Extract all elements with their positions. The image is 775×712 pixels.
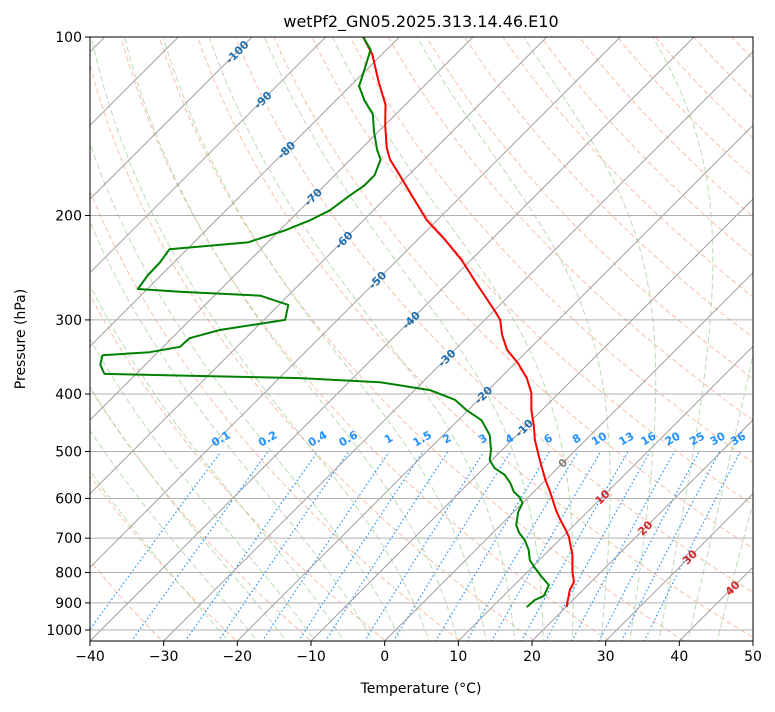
mixing-ratio-label: 2 (440, 431, 453, 446)
mixing-ratio-label: 0.1 (209, 428, 232, 449)
y-tick-label: 400 (55, 387, 82, 403)
moist-adiabat (209, 37, 515, 645)
mixing-ratio-label: 1.5 (411, 428, 434, 449)
moist-adiabat (417, 37, 610, 645)
isotherm-label: -90 (251, 88, 274, 111)
isotherm-line (12, 24, 633, 645)
chart-title: wetPf2_GN05.2025.313.14.46.E10 (283, 12, 558, 32)
y-tick-label: 600 (55, 491, 82, 507)
dry-adiabat (682, 24, 775, 645)
isotherm-label: -20 (472, 383, 495, 406)
isotherm-line (528, 24, 775, 645)
isotherm-line (0, 24, 486, 645)
dry-adiabat (757, 24, 775, 645)
dry-adiabat (0, 24, 316, 645)
x-tick-label: −30 (149, 649, 179, 665)
dry-adiabat (719, 24, 775, 645)
y-tick-label: 200 (55, 209, 82, 225)
dry-adiabat (531, 24, 775, 645)
y-tick-label: 1000 (46, 623, 82, 639)
y-tick-label: 900 (55, 596, 82, 612)
isotherm-line (86, 24, 707, 645)
x-tick-label: 30 (597, 649, 615, 665)
mixing-ratio-label: 25 (687, 429, 707, 448)
mixing-ratio-label: 20 (663, 429, 683, 448)
isotherm-label: -80 (275, 138, 298, 161)
y-tick-label: 800 (55, 566, 82, 582)
mixing-ratio-line (323, 452, 448, 646)
moist-adiabat (524, 37, 656, 645)
isotherm-line (0, 24, 265, 645)
dry-adiabat (494, 24, 775, 645)
x-axis-label: Temperature (°C) (360, 681, 482, 697)
mixing-ratio-label: 30 (708, 429, 728, 448)
temperature-line (363, 37, 574, 607)
x-tick-label: −20 (223, 649, 253, 665)
dry-adiabat (155, 24, 690, 645)
dry-adiabat (569, 24, 775, 645)
isotherm-line (0, 24, 339, 645)
x-tick-label: 10 (449, 649, 467, 665)
mixing-ratio-label: 36 (728, 429, 748, 448)
mixing-ratio-line (79, 452, 222, 646)
dry-adiabat (419, 24, 775, 645)
y-tick-label: 700 (55, 531, 82, 547)
x-tick-label: −40 (75, 649, 105, 665)
background-lines (0, 24, 775, 645)
moist-adiabat (91, 37, 430, 645)
mixing-ratio-line (570, 452, 675, 646)
dry-adiabat (644, 24, 775, 645)
moist-adiabat (14, 37, 347, 645)
mixing-ratio-label: 13 (617, 429, 637, 448)
mixing-ratio-label: 1 (382, 431, 395, 446)
moist-adiabat (125, 37, 459, 645)
mixing-ratio-label: 6 (542, 431, 555, 446)
isotherm-label: -70 (302, 185, 325, 208)
moist-adiabat (265, 37, 544, 645)
mixing-ratio-line (362, 452, 484, 646)
x-tick-label: 50 (744, 649, 762, 665)
isotherm-label: -100 (223, 38, 252, 67)
mixing-ratio-label: 0.4 (306, 428, 330, 449)
mixing-ratio-label: 3 (477, 431, 490, 446)
moist-adiabat (0, 37, 261, 645)
x-tick-label: 40 (670, 649, 688, 665)
moist-adiabat (716, 37, 775, 645)
dry-adiabat (456, 24, 775, 645)
dewpoint-line (100, 37, 549, 607)
moist-adiabat (62, 37, 402, 645)
y-axis-label: Pressure (hPa) (13, 289, 29, 389)
mixing-ratio-label: 16 (639, 429, 659, 448)
dry-adiabat (381, 24, 775, 645)
isotherm-line (381, 24, 775, 645)
mixing-ratio-label: 0.2 (256, 428, 279, 449)
mixing-ratio-line (216, 452, 349, 646)
x-tick-label: −10 (296, 649, 326, 665)
mixing-ratio-line (597, 452, 699, 646)
dry-adiabat (343, 24, 775, 645)
data-series (100, 37, 574, 607)
x-tick-label: 0 (380, 649, 389, 665)
y-tick-label: 300 (55, 313, 82, 329)
dry-adiabat (5, 24, 391, 645)
y-tick-label: 500 (55, 444, 82, 460)
moist-adiabat (0, 37, 318, 645)
y-tick-label: 100 (55, 30, 82, 46)
x-tick-label: 20 (523, 649, 541, 665)
isotherm-label: -50 (366, 268, 389, 291)
